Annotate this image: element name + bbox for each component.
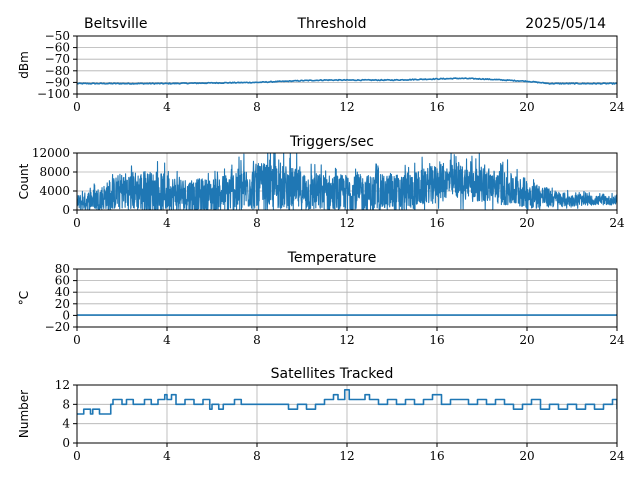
x-tick-label: 4 [163,333,171,347]
series-line-threshold [77,77,617,85]
x-tick-label: 8 [253,216,261,230]
y-tick-label: −50 [45,29,70,43]
y-tick-label: 80 [55,262,70,276]
x-tick-label: 16 [429,333,444,347]
x-tick-label: 12 [339,333,354,347]
y-tick-label: −100 [37,87,70,101]
x-tick-label: 0 [73,333,81,347]
header-location: Beltsville [84,16,147,32]
x-tick-label: 0 [73,100,81,114]
y-tick-label: 0 [62,436,70,450]
x-tick-label: 24 [609,449,625,463]
y-tick-label: 20 [55,297,70,311]
chart-panel-4: 0 4 8 12 16 20 24 0 4 8 12 Satellites Tracked Number [17,366,625,463]
chart-title: Triggers/sec [289,134,374,150]
x-tick-label: 12 [339,100,354,114]
y-tick-label: 40 [55,285,70,299]
chart-title: Satellites Tracked [271,366,394,382]
y-tick-label: 12000 [32,146,70,160]
y-axis-label: Count [17,163,31,199]
y-tick-label: 12 [55,378,70,392]
y-tick-label: 4 [62,417,70,431]
y-tick-label: 60 [55,274,70,288]
x-tick-label: 20 [519,449,534,463]
y-tick-label: −80 [45,64,70,78]
x-tick-label: 20 [519,333,534,347]
header-date: 2025/05/14 [525,16,606,32]
y-tick-label: 4000 [39,184,70,198]
chart-title: Threshold [297,16,367,32]
series-line-triggers [77,153,617,210]
y-tick-label: 0 [62,308,70,322]
x-tick-label: 24 [609,216,625,230]
x-tick-label: 8 [253,100,261,114]
x-tick-label: 24 [609,100,625,114]
series-line-satellites [77,389,617,415]
x-tick-label: 0 [73,216,81,230]
y-axis-label: Number [17,390,31,438]
x-tick-label: 4 [163,216,171,230]
y-axis-label: °C [17,291,31,305]
chart-panel-2: 0 4 8 12 16 20 24 0 4000 8000 12000 Triggers/sec Cou… [17,134,625,230]
y-tick-label: −70 [45,52,70,66]
x-tick-label: 20 [519,216,534,230]
chart-panel-1: 0 4 8 12 16 20 24 −50−60−70−80−90−100 Threshold d… [17,16,625,114]
x-tick-label: 8 [253,449,261,463]
y-tick-label: −90 [45,75,70,89]
y-tick-label: 0 [62,203,70,217]
x-tick-label: 24 [609,333,625,347]
x-tick-label: 12 [339,216,354,230]
x-tick-label: 16 [429,449,444,463]
x-tick-label: 4 [163,449,171,463]
y-tick-label: 8 [62,397,70,411]
x-tick-label: 20 [519,100,534,114]
y-tick-label: 8000 [39,165,70,179]
y-axis-label: dBm [17,51,31,79]
panels: 0 4 8 12 16 20 24 −50−60−70−80−90−100 Threshold d… [17,16,625,463]
x-tick-label: 12 [339,449,354,463]
x-tick-label: 16 [429,216,444,230]
y-tick-label: −60 [45,41,70,55]
x-tick-label: 0 [73,449,81,463]
x-tick-label: 8 [253,333,261,347]
x-tick-label: 16 [429,100,444,114]
x-tick-label: 4 [163,100,171,114]
chart-title: Temperature [287,250,377,266]
y-tick-label: −20 [45,320,70,334]
